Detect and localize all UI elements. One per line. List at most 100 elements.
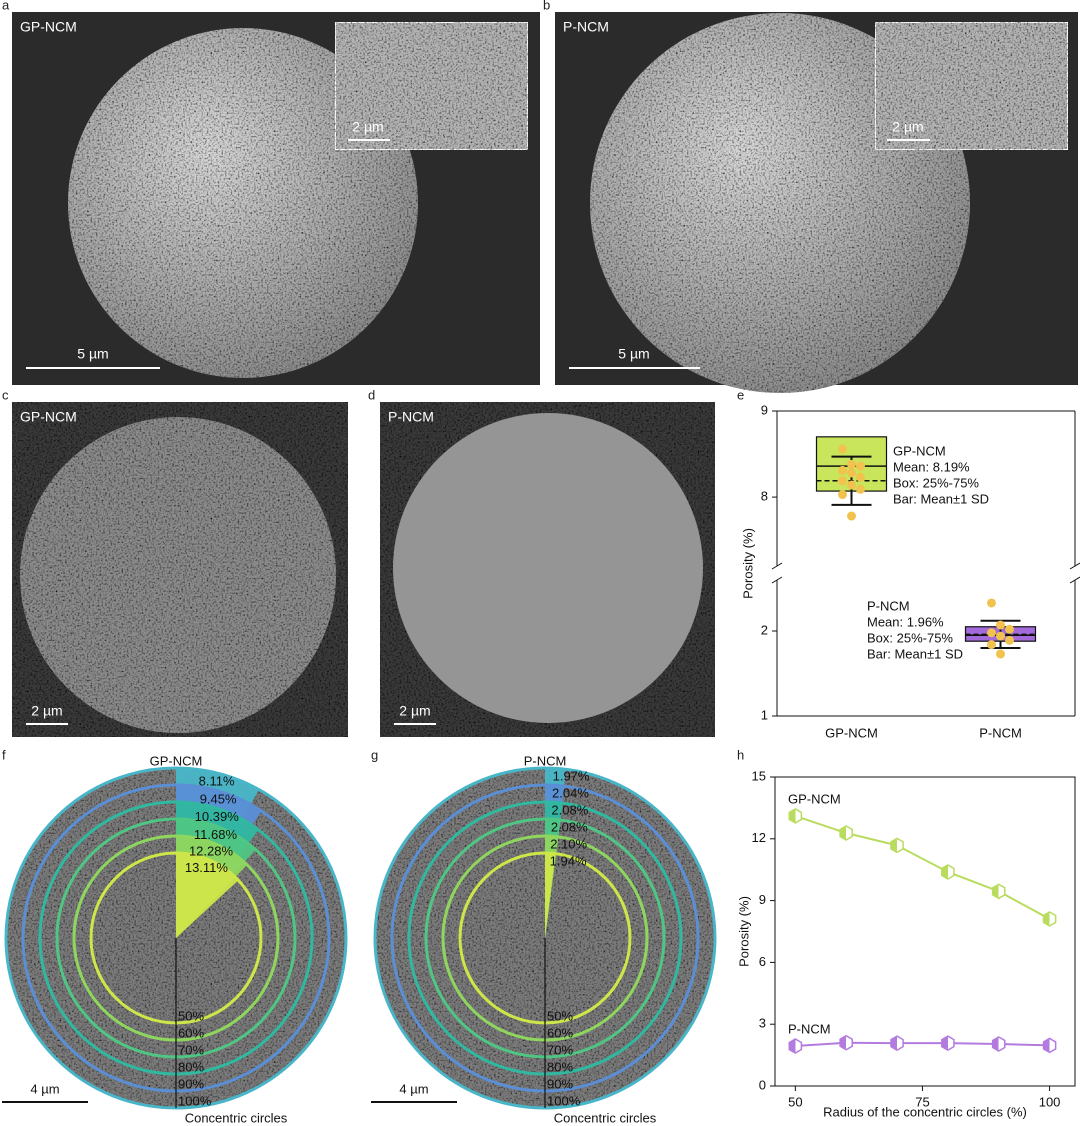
y-tick-label: 12 [752,830,766,845]
value-label: 2.04% [552,786,589,801]
value-label: 8.11% [199,774,235,789]
data-point [847,480,856,490]
inset [874,21,1069,151]
panel-letter: h [737,747,744,762]
panel-label: P-NCM [563,19,609,35]
data-point [1005,624,1014,634]
wedge [545,853,556,938]
value-label: 2.08% [551,820,588,835]
annotation: Box: 25%-75% [893,475,979,490]
annotation: Bar: Mean±1 SD [867,646,963,661]
panel-d: d P-NCM 2 µm [368,387,715,737]
particle [68,28,418,378]
wedge [176,853,239,938]
y-tick-label: 15 [752,768,766,783]
data-point [847,511,856,521]
scale-label: 4 µm [399,1081,428,1096]
series-line [795,814,1051,920]
y-tick-label: 1 [761,707,768,722]
data-point [996,620,1005,630]
ring-label: 90% [547,1076,573,1091]
x-tick-label: 75 [915,1094,929,1109]
marker [941,1035,955,1052]
x-tick-label: P-NCM [979,725,1022,740]
y-tick-label: 6 [759,954,766,969]
value-label: 13.11% [185,860,229,875]
axis-break [1069,562,1080,570]
data-point [996,649,1005,659]
cross-section [20,417,336,733]
x-label: Concentric circles [185,1110,288,1125]
value-label: 1.94% [550,853,587,868]
scale-label: 2 µm [31,703,62,719]
series-label: P-NCM [788,1021,831,1036]
axis-break [1069,576,1080,584]
panel-letter: g [371,747,378,762]
scale-label: 2 µm [352,119,383,135]
marker [788,1038,803,1054]
ring-label: 100% [178,1093,212,1108]
axis-break [771,576,783,584]
panel-letter: f [2,747,6,762]
x-label: Concentric circles [554,1110,657,1125]
ring-label: 50% [547,1008,573,1023]
value-label: 2.08% [551,803,588,818]
series-label: GP-NCM [788,791,841,806]
ring-label: 60% [547,1025,573,1040]
marker [991,1036,1006,1052]
value-label: 1.97% [553,769,590,784]
chart-title: P-NCM [524,753,567,768]
data-point [847,468,856,478]
data-point [987,628,996,638]
panel-label: P-NCM [388,409,434,425]
annotation: Box: 25%-75% [867,630,953,645]
marker [890,1035,904,1052]
panel-letter: b [543,0,550,12]
radial-chart: g P-NCM1.94%2.10%2.08%2.08%2.04%1.97%50%6… [371,747,717,1125]
series-line [795,1041,1050,1048]
scale-label: 5 µm [77,346,108,362]
data-point [856,472,865,482]
panel-label: GP-NCM [20,409,77,425]
ring-label: 80% [547,1059,573,1074]
line-chart: h 0 3 6 9 12 15 50 75 100 Radius of the concentric… [736,747,1076,1119]
ring-label: 80% [178,1059,204,1074]
value-label: 2.10% [550,836,587,851]
scale-label: 2 µm [399,703,430,719]
y-axis-label: Porosity (%) [740,528,755,599]
panel-letter: e [737,387,744,402]
chart-title: GP-NCM [150,753,203,768]
annotation: GP-NCM [893,443,946,458]
data-point [987,598,996,608]
marker [941,864,955,880]
y-tick-label: 3 [759,1016,766,1031]
marker [1042,1037,1057,1054]
marker [890,837,904,854]
panel-letter: c [2,387,9,402]
y-tick-label: 8 [761,489,768,504]
marker [839,825,853,841]
annotation: Mean: 1.96% [867,614,944,629]
scale-label: 2 µm [892,119,923,135]
annotation: Mean: 8.19% [893,459,970,474]
y-tick-label: 9 [761,402,768,417]
data-point [987,640,996,650]
panel-letter: d [368,387,375,402]
y-tick-label: 9 [759,892,766,907]
panel-c: c GP-NCM 2 µm [2,387,348,737]
data-point [838,490,847,500]
plot-frame [774,776,1076,1087]
value-label: 11.68% [194,827,238,842]
value-label: 10.39% [195,809,240,824]
data-point [847,459,856,469]
y-tick-label: 0 [759,1077,766,1092]
x-tick-label: GP-NCM [825,725,878,740]
ring-label: 50% [178,1008,204,1023]
panel-label: GP-NCM [20,19,77,35]
panel-a: a GP-NCM 2 µm 5 µm [2,0,540,385]
x-tick-label: 100 [1039,1094,1061,1109]
annotation: Bar: Mean±1 SD [893,491,989,506]
y-tick-label: 2 [761,622,768,637]
